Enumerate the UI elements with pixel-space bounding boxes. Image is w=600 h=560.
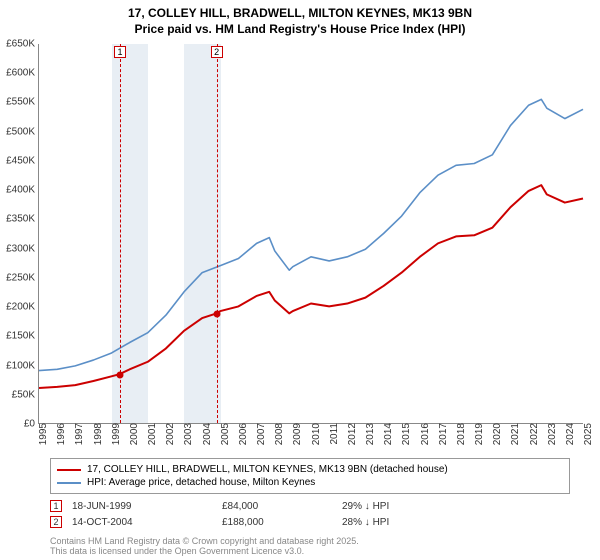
y-tick-label: £100K — [6, 360, 39, 371]
x-tick-label: 1999 — [108, 423, 122, 445]
title-line-1: 17, COLLEY HILL, BRADWELL, MILTON KEYNES… — [10, 6, 590, 22]
sale-price: £84,000 — [222, 501, 332, 512]
chart-title: 17, COLLEY HILL, BRADWELL, MILTON KEYNES… — [0, 0, 600, 39]
y-tick-label: £150K — [6, 331, 39, 342]
sale-date: 18-JUN-1999 — [72, 501, 212, 512]
attribution-line-1: Contains HM Land Registry data © Crown c… — [50, 536, 359, 546]
sale-row: 2 14-OCT-2004 £188,000 28% ↓ HPI — [50, 514, 570, 530]
x-tick-label: 2008 — [271, 423, 285, 445]
y-tick-label: £250K — [6, 272, 39, 283]
sales-table: 1 18-JUN-1999 £84,000 29% ↓ HPI 2 14-OCT-2004… — [50, 498, 570, 530]
sale-marker-badge: 2 — [211, 46, 223, 58]
x-tick-label: 2025 — [580, 423, 594, 445]
x-tick-label: 2000 — [126, 423, 140, 445]
x-tick-label: 2013 — [362, 423, 376, 445]
x-tick-label: 1998 — [90, 423, 104, 445]
x-tick-label: 2011 — [326, 423, 340, 445]
x-tick-label: 2007 — [253, 423, 267, 445]
x-tick-label: 1996 — [53, 423, 67, 445]
x-tick-label: 2006 — [235, 423, 249, 445]
attribution: Contains HM Land Registry data © Crown c… — [50, 536, 359, 557]
y-tick-label: £650K — [6, 39, 39, 50]
sale-pct: 28% ↓ HPI — [342, 517, 462, 528]
legend-label: 17, COLLEY HILL, BRADWELL, MILTON KEYNES… — [87, 464, 448, 475]
x-tick-label: 2001 — [144, 423, 158, 445]
y-tick-label: £350K — [6, 214, 39, 225]
sale-marker-line — [217, 44, 218, 423]
y-tick-label: £400K — [6, 185, 39, 196]
legend-swatch — [57, 482, 81, 484]
x-tick-label: 2004 — [199, 423, 213, 445]
sale-marker-dot — [117, 371, 124, 378]
y-tick-label: £450K — [6, 155, 39, 166]
x-tick-label: 2016 — [417, 423, 431, 445]
x-tick-label: 1995 — [35, 423, 49, 445]
chart-area: £0£50K£100K£150K£200K£250K£300K£350K£400… — [38, 44, 583, 424]
y-tick-label: £50K — [12, 389, 39, 400]
sale-price: £188,000 — [222, 517, 332, 528]
y-tick-label: £200K — [6, 302, 39, 313]
sale-row-badge: 2 — [50, 516, 62, 528]
x-tick-label: 2017 — [435, 423, 449, 445]
x-tick-label: 2021 — [507, 423, 521, 445]
sale-marker-dot — [213, 311, 220, 318]
y-tick-label: £300K — [6, 243, 39, 254]
sale-marker-badge: 1 — [114, 46, 126, 58]
sale-row-badge: 1 — [50, 500, 62, 512]
x-tick-label: 2024 — [562, 423, 576, 445]
x-tick-label: 2023 — [544, 423, 558, 445]
x-tick-label: 2003 — [180, 423, 194, 445]
x-tick-label: 1997 — [71, 423, 85, 445]
legend-label: HPI: Average price, detached house, Milt… — [87, 477, 315, 488]
x-tick-label: 2020 — [489, 423, 503, 445]
x-tick-label: 2019 — [471, 423, 485, 445]
x-tick-label: 2014 — [380, 423, 394, 445]
legend-item: 17, COLLEY HILL, BRADWELL, MILTON KEYNES… — [57, 463, 563, 476]
attribution-line-2: This data is licensed under the Open Gov… — [50, 546, 359, 556]
x-tick-label: 2002 — [162, 423, 176, 445]
y-tick-label: £550K — [6, 97, 39, 108]
legend-swatch — [57, 469, 81, 471]
x-tick-label: 2018 — [453, 423, 467, 445]
sale-pct: 29% ↓ HPI — [342, 501, 462, 512]
title-line-2: Price paid vs. HM Land Registry's House … — [10, 22, 590, 38]
sale-date: 14-OCT-2004 — [72, 517, 212, 528]
x-tick-label: 2012 — [344, 423, 358, 445]
sale-marker-line — [120, 44, 121, 423]
x-tick-label: 2015 — [398, 423, 412, 445]
plot-area: £0£50K£100K£150K£200K£250K£300K£350K£400… — [38, 44, 583, 424]
x-tick-label: 2009 — [289, 423, 303, 445]
x-tick-label: 2005 — [217, 423, 231, 445]
x-tick-label: 2010 — [308, 423, 322, 445]
y-tick-label: £600K — [6, 68, 39, 79]
legend: 17, COLLEY HILL, BRADWELL, MILTON KEYNES… — [50, 458, 570, 494]
y-tick-label: £500K — [6, 126, 39, 137]
x-tick-label: 2022 — [526, 423, 540, 445]
legend-item: HPI: Average price, detached house, Milt… — [57, 476, 563, 489]
sale-row: 1 18-JUN-1999 £84,000 29% ↓ HPI — [50, 498, 570, 514]
